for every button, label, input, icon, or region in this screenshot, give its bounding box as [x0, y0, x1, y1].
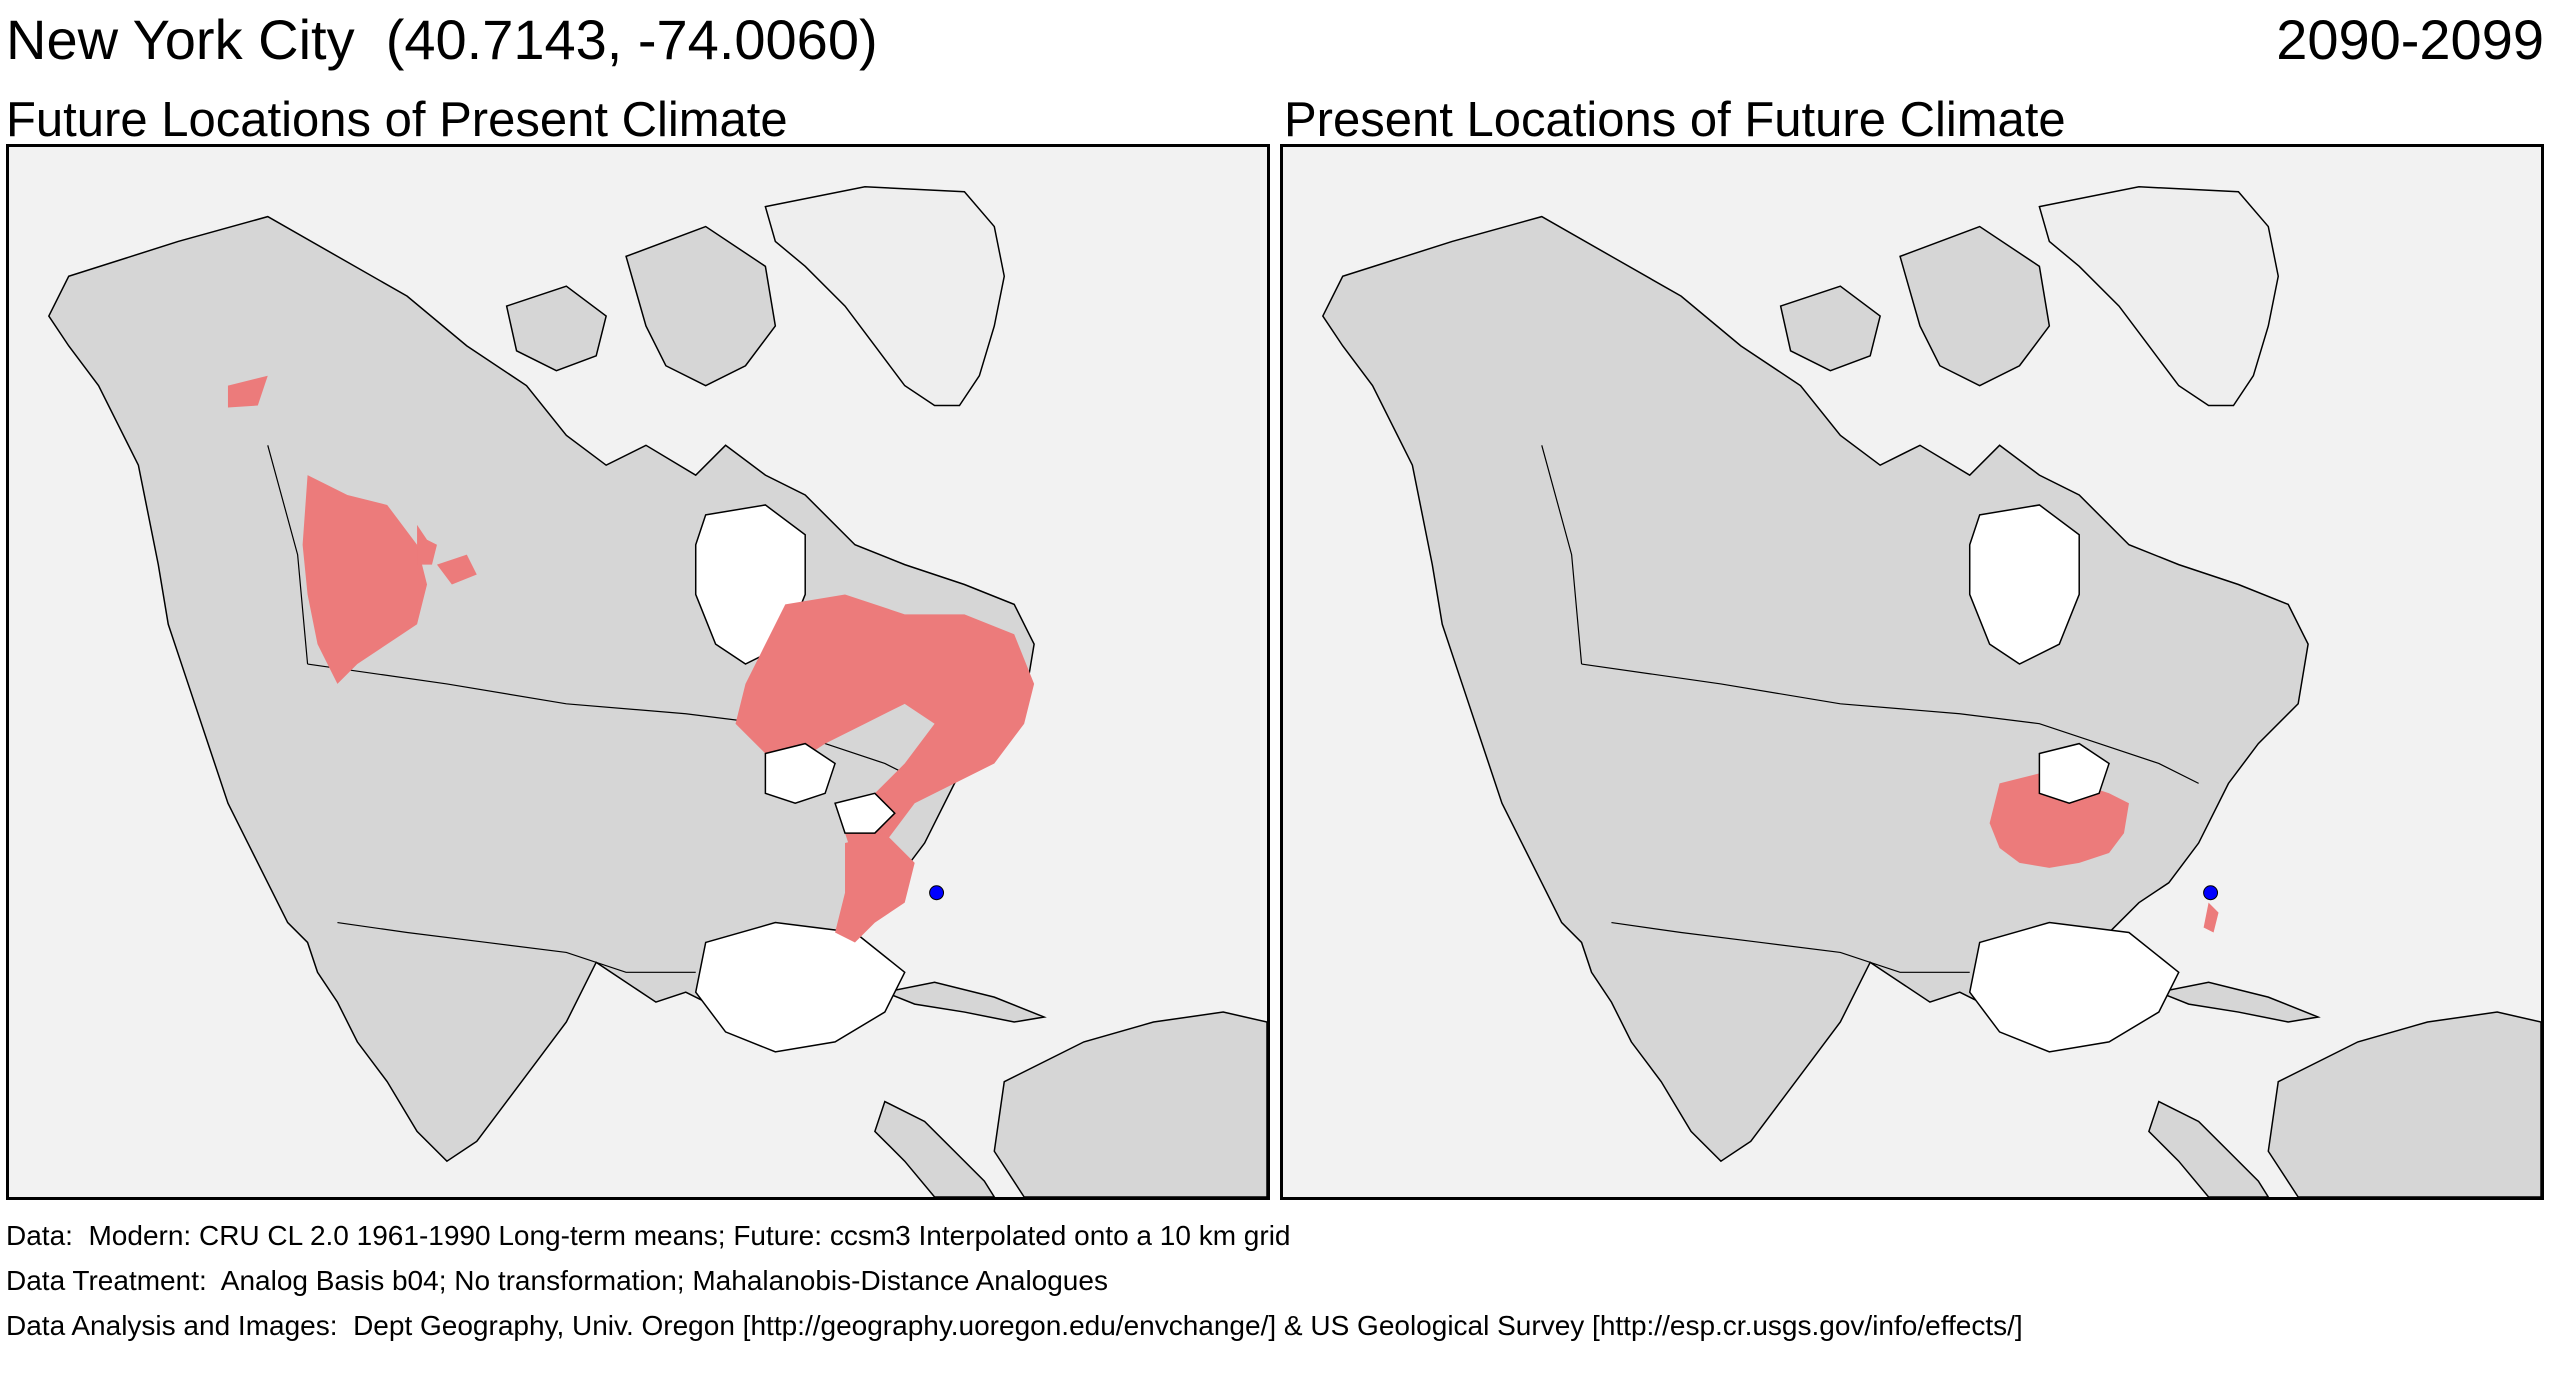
footer-treatment-line: Data Treatment: Analog Basis b04; No tra…: [6, 1265, 1108, 1296]
new-york-city-marker: [929, 885, 945, 901]
us-canada-border: [1581, 663, 2199, 784]
arctic-islands: [625, 225, 777, 387]
left-map-svg: [47, 186, 1267, 1197]
hudson-bay-water: [1968, 504, 2080, 665]
analog-area-prairie: [417, 524, 437, 565]
south-america-corner: [993, 1011, 1267, 1197]
central-america: [2148, 1100, 2270, 1197]
analog-area-bc-alberta: [302, 475, 428, 684]
us-mexico-border: [337, 921, 696, 973]
period-label: 2090-2099: [2276, 8, 2544, 71]
greenland-landmass: [764, 186, 1006, 407]
greenland-landmass: [2038, 186, 2280, 407]
land-masses: [1321, 186, 2541, 1197]
analog-areas: [227, 375, 1035, 943]
central-america: [874, 1100, 996, 1197]
analog-area-delmarva: [2203, 902, 2219, 933]
arctic-islands: [1899, 225, 2051, 387]
cuba-island: [882, 981, 1047, 1023]
us-canada-border: [307, 663, 925, 784]
hudson-bay: [1968, 504, 2080, 665]
great-lakes-water: [764, 742, 836, 805]
left-panel-title: Future Locations of Present Climate: [6, 93, 788, 147]
land-masses: [47, 186, 1267, 1197]
analog-areas: [1989, 773, 2219, 933]
analog-area-yukon: [227, 375, 268, 408]
south-america-corner: [2267, 1011, 2541, 1197]
future-locations-map: [6, 144, 1270, 1200]
great-lakes-water: [2038, 742, 2110, 805]
borders: [267, 445, 925, 973]
cuba-island: [2156, 981, 2321, 1023]
arctic-islands-west: [1779, 285, 1881, 372]
gulf-of-mexico: [1968, 921, 2180, 1053]
right-map-svg: [1321, 186, 2541, 1197]
footer-data-line: Data: Modern: CRU CL 2.0 1961-1990 Long-…: [6, 1220, 1291, 1251]
present-locations-map: [1280, 144, 2544, 1200]
analog-area-manitoba: [436, 554, 477, 585]
location-title: New York City (40.7143, -74.0060): [6, 8, 878, 71]
arctic-islands-west: [505, 285, 607, 372]
gulf-water: [1968, 921, 2180, 1053]
great-lakes-water-2: [834, 792, 896, 834]
great-lakes: [764, 742, 896, 834]
analog-area-appalachia: [835, 833, 915, 943]
gulf-water: [694, 921, 906, 1053]
footer-analysis-line: Data Analysis and Images: Dept Geography…: [6, 1310, 2023, 1341]
gulf-of-mexico: [694, 921, 906, 1053]
alaska-border: [1541, 445, 1583, 665]
great-lakes: [2038, 742, 2110, 805]
new-york-city-marker: [2203, 885, 2219, 901]
us-mexico-border: [1611, 921, 1970, 973]
analog-area-mississippi-valley: [1989, 773, 2129, 868]
borders: [1541, 445, 2199, 973]
analog-area-ontario-quebec: [735, 594, 1035, 863]
right-panel-title: Present Locations of Future Climate: [1284, 93, 2066, 147]
alaska-border: [267, 445, 309, 665]
